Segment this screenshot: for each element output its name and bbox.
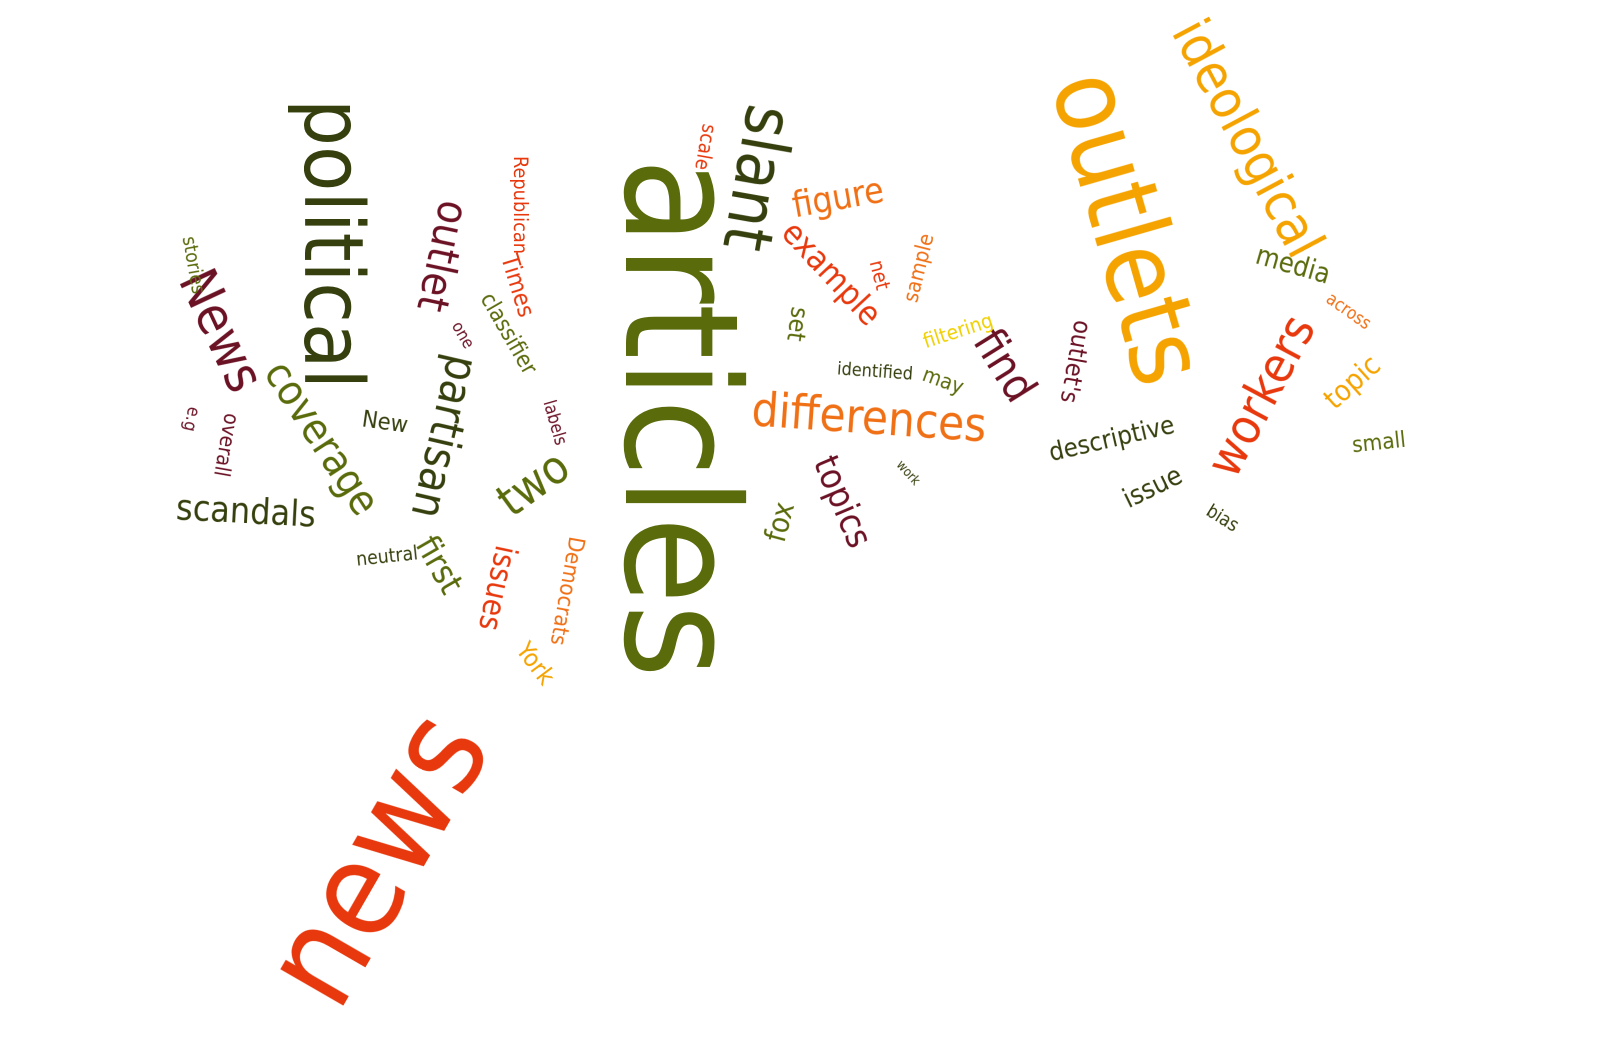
word-news: news — [231, 685, 521, 1031]
word-scandals: scandals — [175, 487, 317, 536]
word-identified: identified — [836, 358, 914, 385]
word-two: two — [486, 438, 580, 528]
word-New: New — [360, 404, 410, 439]
word-Republican: Republican — [509, 156, 532, 255]
word-sample: sample — [898, 230, 940, 305]
word-issues: issues — [470, 542, 525, 634]
word-one: one — [447, 317, 480, 352]
word-topics: topics — [804, 449, 881, 554]
word-net: net — [864, 257, 896, 293]
word-Democrats: Democrats — [544, 534, 590, 648]
word-neutral: neutral — [354, 541, 419, 571]
word-political: political — [285, 99, 380, 389]
word-figure: figure — [789, 169, 887, 227]
word-labels: labels — [538, 397, 571, 448]
word-outlet: outlet — [406, 196, 479, 317]
word-eg: e.g — [178, 404, 204, 434]
word-York: York — [510, 636, 562, 691]
word-descriptive: descriptive — [1046, 410, 1178, 469]
word-small: small — [1350, 426, 1408, 459]
word-work: work — [892, 457, 923, 489]
word-fox: fox — [757, 498, 802, 546]
word-media: media — [1252, 239, 1334, 291]
word-outlets-possessive: outlet's — [1054, 318, 1098, 406]
word-may: may — [918, 362, 968, 400]
word-topic: topic — [1316, 347, 1387, 416]
word-set: set — [781, 305, 815, 344]
word-across: across — [1322, 289, 1375, 335]
word-outlets: outlets — [1026, 57, 1231, 399]
word-partisan: partisan — [400, 350, 490, 524]
word-first: first — [406, 529, 472, 601]
word-overall: overall — [209, 411, 244, 479]
word-issue: issue — [1117, 459, 1188, 515]
word-bias: bias — [1202, 500, 1243, 537]
